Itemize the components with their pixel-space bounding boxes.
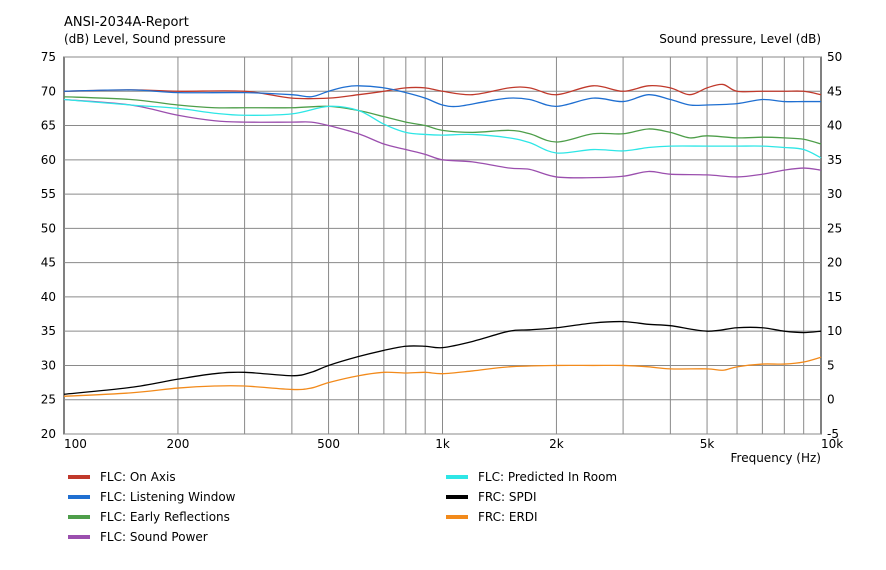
- series-layer: [63, 83, 822, 397]
- legend-swatch-flc-early-reflections: [68, 515, 90, 519]
- legend-swatch-frc-spdi: [446, 495, 468, 499]
- x-tick-label: 200: [166, 437, 189, 451]
- y-right-tick-label: 15: [827, 290, 842, 304]
- y-left-tick-label: 65: [41, 119, 56, 133]
- legend-swatch-flc-sound-power: [68, 535, 90, 539]
- legend-swatch-flc-on-axis: [68, 475, 90, 479]
- legend-label-frc-spdi: FRC: SPDI: [478, 490, 537, 504]
- y-left-tick-label: 30: [41, 358, 56, 372]
- legend-label-flc-predicted-in-room: FLC: Predicted In Room: [478, 470, 617, 484]
- y-right-tick-label: 30: [827, 187, 842, 201]
- series-line-flc-on-axis: [63, 83, 822, 100]
- series-line-frc-spdi: [63, 320, 822, 395]
- series-line-flc-predicted-in-room: [63, 98, 822, 159]
- x-tick-label: 2k: [549, 437, 564, 451]
- x-tick-label: 100: [64, 437, 87, 451]
- y-right-tick-label: 25: [827, 221, 842, 235]
- series-line-frc-erdi: [63, 356, 822, 397]
- y-left-tick-label: 70: [41, 84, 56, 98]
- legend-label-flc-listening-window: FLC: Listening Window: [100, 490, 236, 504]
- legend: FLC: On Axis FLC: Listening Window FLC: Ea…: [68, 470, 617, 544]
- series-line-flc-listening-window: [63, 85, 821, 108]
- x-tick-label: 10k: [821, 437, 843, 451]
- y-left-tick-label: 40: [41, 290, 56, 304]
- legend-swatch-flc-listening-window: [68, 495, 90, 499]
- y-left-tick-label: 45: [41, 256, 56, 270]
- y-left-tick-label: 55: [41, 187, 56, 201]
- series-line-flc-sound-power: [63, 98, 822, 179]
- y-right-tick-label: 45: [827, 84, 842, 98]
- legend-label-flc-sound-power: FLC: Sound Power: [100, 530, 208, 544]
- y-left-tick-label: 50: [41, 221, 56, 235]
- y-left-tick-label: 75: [41, 50, 56, 64]
- x-tick-label: 1k: [435, 437, 450, 451]
- legend-swatch-flc-predicted-in-room: [446, 475, 468, 479]
- x-tick-label: 500: [317, 437, 340, 451]
- y-left-tick-label: 20: [41, 427, 56, 441]
- legend-label-flc-on-axis: FLC: On Axis: [100, 470, 176, 484]
- right-axis-label: Sound pressure, Level (dB): [659, 32, 821, 46]
- y-right-tick-label: 5: [827, 358, 835, 372]
- grid: [64, 56, 821, 435]
- tick-labels: 20 25 30 35 40 45 50 55 60 65 70 75 -5 0 5 10 15 20 25 30 35…: [41, 50, 844, 451]
- legend-label-flc-early-reflections: FLC: Early Reflections: [100, 510, 230, 524]
- y-left-tick-label: 60: [41, 153, 56, 167]
- y-right-tick-label: 0: [827, 393, 835, 407]
- y-left-tick-label: 35: [41, 324, 56, 338]
- left-axis-label: (dB) Level, Sound pressure: [64, 32, 226, 46]
- y-right-tick-label: 40: [827, 119, 842, 133]
- x-tick-label: 5k: [700, 437, 715, 451]
- y-left-tick-label: 25: [41, 393, 56, 407]
- legend-swatch-frc-erdi: [446, 515, 468, 519]
- y-right-tick-label: 10: [827, 324, 842, 338]
- y-right-tick-label: 35: [827, 153, 842, 167]
- legend-label-frc-erdi: FRC: ERDI: [478, 510, 538, 524]
- chart-title: ANSI-2034A-Report: [64, 15, 189, 30]
- y-right-tick-label: 50: [827, 50, 842, 64]
- x-axis-label: Frequency (Hz): [731, 451, 822, 465]
- series-line-flc-early-reflections: [63, 96, 822, 145]
- y-right-tick-label: -5: [827, 427, 839, 441]
- y-right-tick-label: 20: [827, 256, 842, 270]
